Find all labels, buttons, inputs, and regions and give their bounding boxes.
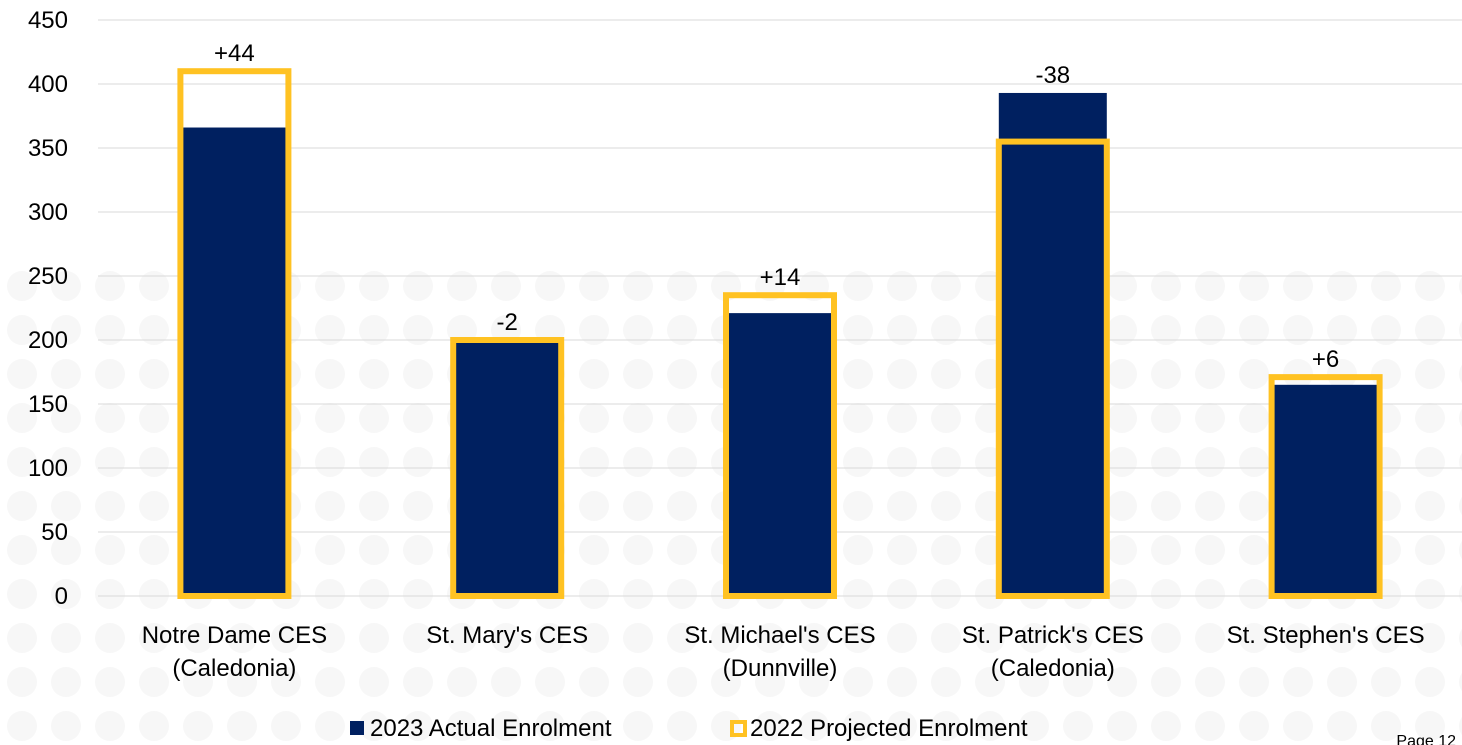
category-label-3-1: (Caledonia)	[991, 655, 1115, 682]
bar-projected-0	[177, 68, 292, 599]
y-tick-label: 50	[41, 519, 68, 546]
category-label-2-1: (Dunnville)	[723, 655, 838, 682]
y-tick-label: 350	[28, 135, 68, 162]
data-label-1: -2	[497, 309, 518, 336]
data-label-0: +44	[214, 40, 255, 67]
category-label-2-0: St. Michael's CES	[684, 622, 875, 649]
y-tick-label: 200	[28, 327, 68, 354]
legend-swatch-actual	[350, 721, 364, 735]
bar-actual-4	[1271, 384, 1380, 596]
bar-projected-4	[1268, 374, 1383, 599]
category-label-0-1: (Caledonia)	[172, 655, 296, 682]
bar-actual-2	[726, 313, 834, 596]
category-label-3-0: St. Patrick's CES	[962, 622, 1144, 649]
category-label-4-0: St. Stephen's CES	[1227, 622, 1425, 649]
legend-label-projected: 2022 Projected Enrolment	[750, 715, 1028, 742]
page-number: Page 12	[1396, 733, 1456, 745]
data-label-4: +6	[1312, 346, 1339, 373]
bar-actual-3	[998, 92, 1107, 597]
bar-projected-3	[995, 138, 1110, 599]
y-tick-label: 450	[28, 7, 68, 34]
legend-swatch-projected	[730, 720, 747, 737]
category-label-1-0: St. Mary's CES	[426, 622, 588, 649]
y-tick-label: 100	[28, 455, 68, 482]
bar-actual-0	[180, 127, 289, 597]
y-tick-label: 250	[28, 263, 68, 290]
legend-label-actual: 2023 Actual Enrolment	[370, 715, 612, 742]
y-tick-label: 0	[55, 583, 68, 610]
bar-projected-1	[450, 337, 565, 599]
data-label-3: -38	[1035, 62, 1070, 89]
bar-actual-1	[453, 342, 562, 596]
y-tick-label: 300	[28, 199, 68, 226]
bar-projected-2	[723, 292, 837, 599]
y-tick-label: 400	[28, 71, 68, 98]
category-label-0-0: Notre Dame CES	[142, 622, 327, 649]
y-tick-label: 150	[28, 391, 68, 418]
data-label-2: +14	[760, 264, 801, 291]
